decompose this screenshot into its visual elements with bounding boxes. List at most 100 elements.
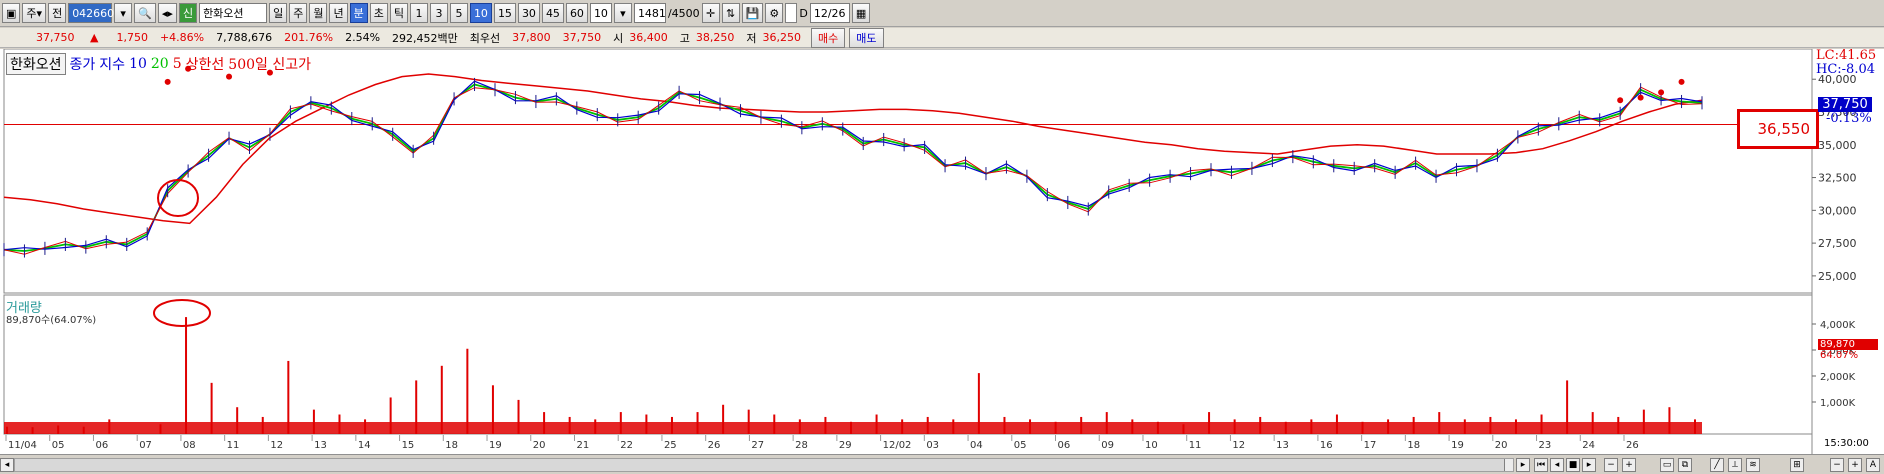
time-label: 15:30:00 <box>1824 438 1869 449</box>
ruler-icon[interactable]: ⟂ <box>1728 458 1742 472</box>
save-icon[interactable]: 💾 <box>741 3 764 23</box>
sell-button[interactable]: 매도 <box>849 27 884 48</box>
chart-area[interactable]: 25,000 27,500 30,000 32,500 35,000 37,500 40,0… <box>0 48 1884 474</box>
open-value: 36,400 <box>629 31 668 44</box>
high-marker <box>1678 78 1685 85</box>
zoom-out-icon[interactable]: − <box>1604 458 1618 472</box>
bottom-scroll-bar: ◂ ▸ ⏮ ◂ ■ ▸ − + ▭ ⧉ ╱ ⟂ ≋ ⊞ − + A <box>0 454 1884 474</box>
interval-30-label: 30 <box>521 6 536 20</box>
interval-dropdown-button[interactable]: ▾ <box>613 3 632 23</box>
period-tab-week[interactable]: 주 <box>289 3 308 23</box>
period-second-label: 초 <box>373 7 384 20</box>
interval-10[interactable]: 10 <box>469 3 492 23</box>
grid-icon[interactable]: ⊞ <box>1790 458 1804 472</box>
draw-line-icon[interactable]: ╱ <box>1710 458 1724 472</box>
highlight-ellipse <box>157 179 199 217</box>
interval-3[interactable]: 3 <box>429 3 448 23</box>
crosshair-icon[interactable]: ✛ <box>701 3 720 23</box>
speaker-icon[interactable]: ◂▸ <box>157 3 177 23</box>
interval-15[interactable]: 15 <box>493 3 516 23</box>
overlay-icon[interactable]: ⇅ <box>721 3 740 23</box>
legend-title[interactable]: 한화오션 <box>6 53 66 75</box>
stock-code-input[interactable]: 042660 <box>68 3 115 23</box>
window-icon[interactable]: ▭ <box>1660 458 1674 472</box>
legend-500-high: 500일 신고가 <box>228 57 311 73</box>
open-label: 시 <box>613 31 624 45</box>
period-selector[interactable]: 주 ▾ <box>22 3 47 23</box>
x-tick-label: 21 <box>576 440 589 451</box>
high-marker <box>1617 97 1624 104</box>
code-dropdown-button[interactable]: ▾ <box>114 3 133 23</box>
zoom-in-icon[interactable]: + <box>1622 458 1636 472</box>
search-icon[interactable]: 🔍 <box>134 3 156 23</box>
prev-page-icon[interactable]: ◂ <box>1550 458 1564 472</box>
count-input[interactable]: 1481 <box>633 3 666 23</box>
x-tick-label: 13 <box>314 440 327 451</box>
market-selector[interactable]: 전 <box>48 3 67 23</box>
stock-name-value: 한화오션 <box>203 7 244 20</box>
settings-icon[interactable]: ⚙ <box>765 3 784 23</box>
volume-bar <box>210 382 213 434</box>
stop-icon[interactable]: ■ <box>1566 458 1580 472</box>
next-page-icon[interactable]: ▸ <box>1582 458 1596 472</box>
period-year-label: 년 <box>333 7 344 20</box>
plus-icon[interactable]: + <box>1848 458 1862 472</box>
interval-1[interactable]: 1 <box>409 3 428 23</box>
interval-45[interactable]: 45 <box>541 3 564 23</box>
date-value: 12/26 <box>813 6 846 20</box>
x-tick-label: 08 <box>183 440 196 451</box>
period-tab-day[interactable]: 일 <box>269 3 288 23</box>
interval-10-label: 10 <box>473 6 488 20</box>
ma20-line <box>3 83 1703 252</box>
period-day-label: 일 <box>273 7 284 20</box>
interval-60[interactable]: 60 <box>565 3 588 23</box>
interval-30[interactable]: 30 <box>517 3 540 23</box>
period-tab-month[interactable]: 월 <box>309 3 328 23</box>
legend-upper-limit: 상한선 <box>185 57 225 73</box>
buy-button[interactable]: 매수 <box>811 27 846 48</box>
interval-5[interactable]: 5 <box>449 3 468 23</box>
interval-60-label: 60 <box>569 6 584 20</box>
interval-input[interactable]: 10 <box>589 3 612 23</box>
x-tick-label: 07 <box>139 440 152 451</box>
text-icon[interactable]: A <box>1866 458 1880 472</box>
current-price: 37,750 ▲ <box>0 31 110 44</box>
low-value: 36,250 <box>762 31 802 44</box>
scroll-left-icon[interactable]: ◂ <box>0 458 14 472</box>
calendar-icon[interactable]: ▦ <box>851 3 871 23</box>
volume-bar <box>312 409 315 434</box>
minus-icon[interactable]: − <box>1830 458 1844 472</box>
x-tick-label: 25 <box>664 440 677 451</box>
stock-code-value: 042660 <box>72 6 115 20</box>
x-tick-label: 18 <box>445 440 458 451</box>
price-panel-frame <box>3 49 1813 294</box>
period-tab-tick[interactable]: 틱 <box>389 3 408 23</box>
volume-bar <box>1642 409 1645 434</box>
count-total: /4500 <box>667 6 700 20</box>
tile-icon[interactable]: ⧉ <box>1678 458 1692 472</box>
date-input[interactable]: 12/26 <box>809 3 850 23</box>
period-tab-minute[interactable]: 분 <box>349 3 368 23</box>
period-tab-second[interactable]: 초 <box>369 3 388 23</box>
long-ma-line <box>3 73 1703 225</box>
scroll-thumb[interactable] <box>15 459 1505 471</box>
y-tick-label: 27,500 <box>1818 237 1857 250</box>
x-tick-label: 14 <box>358 440 371 451</box>
scroll-right-icon[interactable]: ▸ <box>1516 458 1530 472</box>
price-change-pct: +4.86% <box>159 31 205 44</box>
pattern-icon[interactable]: ≋ <box>1746 458 1760 472</box>
market-label: 전 <box>52 7 63 20</box>
interval-5-label: 5 <box>455 6 463 20</box>
current-pct-axis-label: -0.13% <box>1826 111 1872 126</box>
date-checkbox[interactable] <box>785 3 798 23</box>
volume-panel-frame <box>3 294 1813 435</box>
first-page-icon[interactable]: ⏮ <box>1534 458 1548 472</box>
layout-icon[interactable]: ▣ <box>2 3 21 23</box>
x-tick-label: 20 <box>1495 440 1508 451</box>
stock-name-field[interactable]: 한화오션 <box>199 3 268 23</box>
period-tab-year[interactable]: 년 <box>329 3 348 23</box>
x-tick-label: 13 <box>1276 440 1289 451</box>
volume-legend-title: 거래량 <box>6 301 42 316</box>
scroll-track[interactable] <box>14 458 1514 472</box>
best-label: 최우선 <box>469 31 501 45</box>
